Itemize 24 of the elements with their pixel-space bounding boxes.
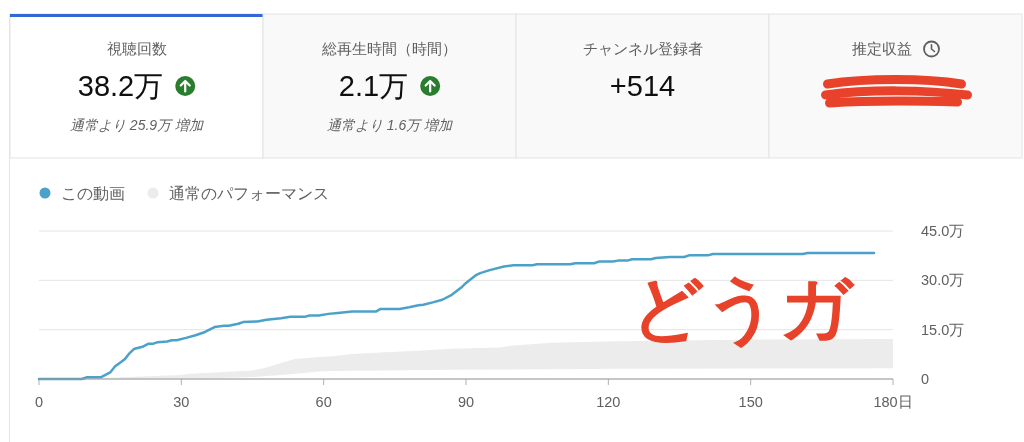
x-tick-label: 30 xyxy=(173,394,190,410)
category-label: チャンネル登録者 xyxy=(582,40,703,57)
legend-label: この動画 xyxy=(61,184,125,202)
line-series xyxy=(37,251,876,381)
category-label: 総再生時間（時間） xyxy=(321,40,457,57)
x-tick-label: 90 xyxy=(457,394,475,410)
y-tick-label: 45.0万 xyxy=(921,223,965,239)
category-label: 視聴回数 xyxy=(106,40,167,57)
text: 通常より 25.9万 増加 xyxy=(69,117,205,133)
text: 2.1万 xyxy=(338,70,409,102)
x-tick-label: 60 xyxy=(315,394,332,410)
legend-label: 通常のパフォーマンス xyxy=(169,184,329,202)
text: 通常より 1.6万 増加 xyxy=(326,117,454,133)
x-tick-label: 120 xyxy=(596,394,621,410)
text: +514 xyxy=(609,70,676,102)
y-tick-label: 15.0万 xyxy=(921,321,965,338)
category-label: 推定収益 xyxy=(851,40,912,57)
annotation: どうガ xyxy=(631,268,855,349)
x-tick-label: 180日 xyxy=(873,394,913,410)
text: 38.2万 xyxy=(77,70,164,102)
x-tick-label: 150 xyxy=(738,394,763,410)
y-tick-label: 30.0万 xyxy=(921,272,965,289)
x-tick-label: 0 xyxy=(34,394,44,410)
y-tick-label: 0 xyxy=(921,371,930,387)
